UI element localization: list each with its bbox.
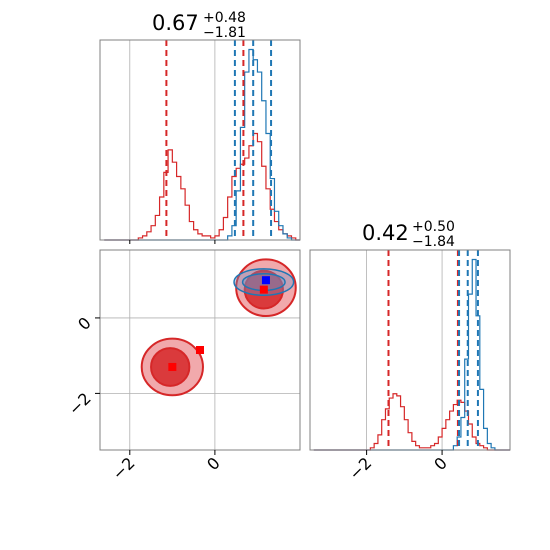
title-y-upper: +0.50 xyxy=(412,219,455,235)
joint-ytick-label-1: −2 xyxy=(65,389,95,419)
joint-frame xyxy=(99,249,301,451)
right-hist-red xyxy=(313,393,510,451)
right-frame xyxy=(309,249,511,451)
marker-0 xyxy=(168,362,177,371)
joint-panel xyxy=(99,249,301,451)
joint-xtick-label-0: −2 xyxy=(108,453,138,483)
title-x: 0.67 +0.48 −1.81 xyxy=(152,10,246,41)
marker-1 xyxy=(196,346,204,354)
right-xtick-label-0: −2 xyxy=(345,453,375,483)
marginal-x-panel xyxy=(99,39,301,241)
right-hist-blue xyxy=(313,258,510,451)
marginal-y-panel xyxy=(309,249,511,451)
title-x-lower: −1.81 xyxy=(203,25,246,41)
marker-3 xyxy=(261,276,270,285)
title-x-upper: +0.48 xyxy=(203,10,246,26)
right-xtick-label-1: 0 xyxy=(430,453,451,474)
joint-ytick-label-0: 0 xyxy=(74,313,95,334)
title-y: 0.42 +0.50 −1.84 xyxy=(362,219,455,250)
marker-2 xyxy=(259,285,268,294)
top-frame xyxy=(99,39,301,241)
title-y-lower: −1.84 xyxy=(412,234,455,250)
title-x-value: 0.67 xyxy=(152,11,199,35)
svg-text:0.67: 0.67 xyxy=(152,11,199,35)
title-y-value: 0.42 xyxy=(362,221,409,245)
joint-xtick-label-1: 0 xyxy=(203,453,224,474)
